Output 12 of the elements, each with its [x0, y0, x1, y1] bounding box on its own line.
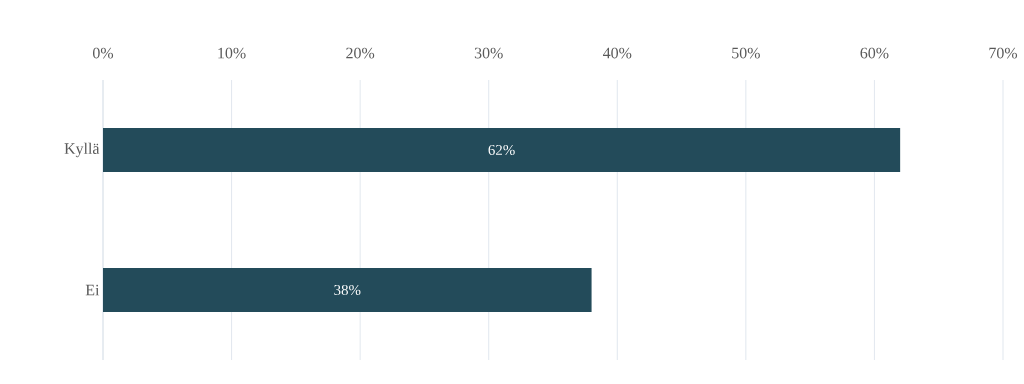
- x-tick-label: 50%: [732, 47, 760, 59]
- x-tick-label: 0%: [92, 47, 114, 59]
- x-tick-label: 60%: [860, 47, 889, 59]
- y-tick-label: Ei: [85, 284, 100, 296]
- data-label: 38%: [334, 284, 361, 296]
- x-tick-label: 20%: [346, 47, 375, 59]
- x-tick-label: 70%: [989, 47, 1018, 59]
- data-label: 62%: [488, 144, 515, 156]
- x-tick-label: 30%: [474, 47, 503, 59]
- y-tick-label: Kyllä: [64, 142, 100, 158]
- x-tick-label: 10%: [218, 47, 246, 59]
- x-tick-label: 40%: [602, 47, 632, 59]
